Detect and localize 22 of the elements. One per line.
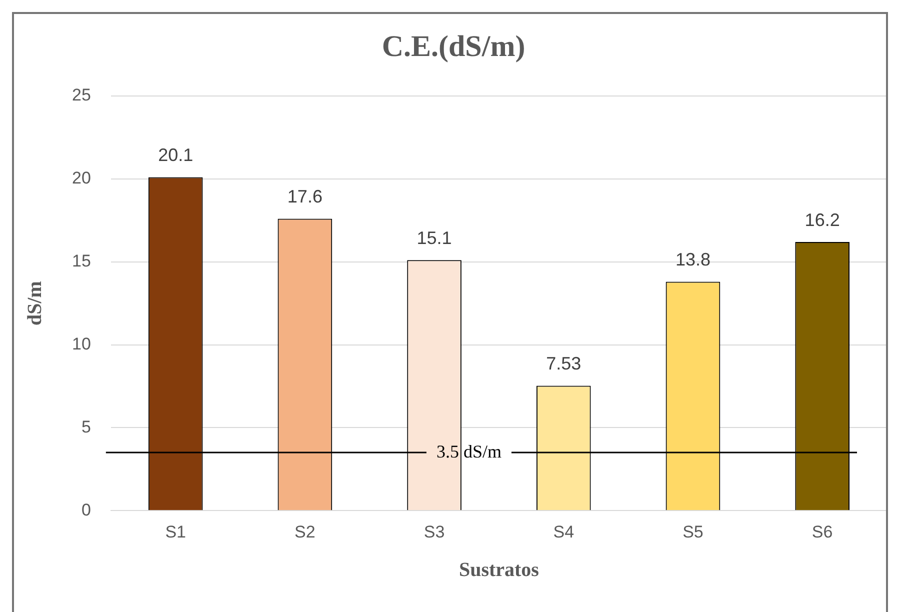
- y-tick-label: 0: [81, 500, 91, 520]
- data-label: 7.53: [546, 354, 582, 374]
- data-label: 17.6: [287, 186, 322, 207]
- x-tick-label: S6: [812, 522, 833, 542]
- x-tick-label: S3: [424, 522, 445, 542]
- data-label: 16.2: [804, 210, 840, 230]
- y-tick-label: 5: [81, 417, 91, 436]
- y-tick-label: 20: [72, 168, 91, 188]
- y-axis-title: dS/m: [24, 280, 46, 326]
- x-tick-label: S2: [294, 522, 316, 542]
- data-label: 20.1: [158, 145, 194, 166]
- data-label: 15.1: [416, 228, 452, 248]
- chart-title: C.E.(dS/m): [382, 30, 526, 63]
- y-tick-label: 25: [72, 86, 91, 105]
- x-tick-label: S5: [682, 522, 704, 542]
- y-tick-label: 10: [72, 334, 91, 354]
- x-tick-label: S4: [553, 522, 574, 542]
- data-label: 13.8: [675, 250, 710, 270]
- x-tick-label: S1: [165, 522, 186, 542]
- x-axis-title: Sustratos: [458, 559, 540, 582]
- y-tick-label: 15: [72, 252, 91, 271]
- ref-line-label: 3.5 dS/m: [436, 441, 502, 462]
